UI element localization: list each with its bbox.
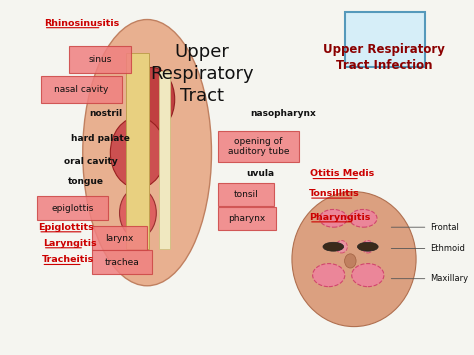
Bar	[159, 71, 170, 248]
Ellipse shape	[129, 67, 175, 131]
FancyBboxPatch shape	[69, 46, 131, 73]
Text: hard palate: hard palate	[71, 134, 130, 143]
Ellipse shape	[313, 263, 345, 287]
Ellipse shape	[292, 192, 416, 327]
Text: Tonsillitis: Tonsillitis	[309, 189, 360, 198]
Text: oral cavity: oral cavity	[64, 157, 118, 166]
FancyBboxPatch shape	[345, 12, 425, 67]
Bar	[127, 53, 149, 248]
Text: pharynx: pharynx	[228, 214, 266, 223]
FancyBboxPatch shape	[219, 207, 276, 230]
Ellipse shape	[110, 117, 165, 188]
Text: Frontal: Frontal	[430, 223, 459, 232]
FancyBboxPatch shape	[92, 250, 152, 274]
FancyBboxPatch shape	[41, 76, 122, 103]
Text: uvula: uvula	[246, 169, 274, 179]
Ellipse shape	[119, 188, 156, 238]
Text: Upper
Respiratory
Tract: Upper Respiratory Tract	[150, 43, 254, 105]
Text: Maxillary: Maxillary	[430, 274, 468, 283]
Text: larynx: larynx	[105, 234, 134, 243]
Ellipse shape	[336, 241, 347, 253]
Text: Otitis Medis: Otitis Medis	[310, 169, 374, 179]
Text: tongue: tongue	[68, 176, 104, 186]
Text: nasal cavity: nasal cavity	[55, 85, 109, 94]
FancyBboxPatch shape	[92, 226, 147, 250]
Text: opening of
auditory tube: opening of auditory tube	[228, 137, 289, 156]
FancyBboxPatch shape	[219, 183, 273, 206]
Text: nostril: nostril	[90, 109, 123, 118]
Ellipse shape	[357, 242, 378, 251]
Ellipse shape	[349, 209, 377, 227]
Text: Upper Respiratory
Tract Infection: Upper Respiratory Tract Infection	[323, 43, 445, 72]
Ellipse shape	[319, 209, 347, 227]
Text: epiglottis: epiglottis	[51, 203, 93, 213]
Ellipse shape	[323, 242, 344, 251]
Ellipse shape	[345, 254, 356, 268]
Text: tonsil: tonsil	[234, 190, 258, 199]
Text: Laryngitis: Laryngitis	[43, 239, 96, 248]
Text: nasopharynx: nasopharynx	[251, 109, 316, 118]
Text: Tracheitis: Tracheitis	[41, 255, 94, 264]
Text: Pharyngitis: Pharyngitis	[309, 213, 370, 222]
Text: sinus: sinus	[88, 55, 112, 64]
Text: trachea: trachea	[104, 258, 139, 267]
Ellipse shape	[352, 263, 384, 287]
Text: Epiglottits: Epiglottits	[38, 223, 94, 232]
Text: Rhinosinusitis: Rhinosinusitis	[44, 18, 119, 28]
FancyBboxPatch shape	[37, 196, 108, 220]
Ellipse shape	[83, 20, 211, 286]
FancyBboxPatch shape	[219, 131, 299, 162]
Text: Ethmoid: Ethmoid	[430, 244, 465, 253]
Ellipse shape	[362, 241, 374, 253]
